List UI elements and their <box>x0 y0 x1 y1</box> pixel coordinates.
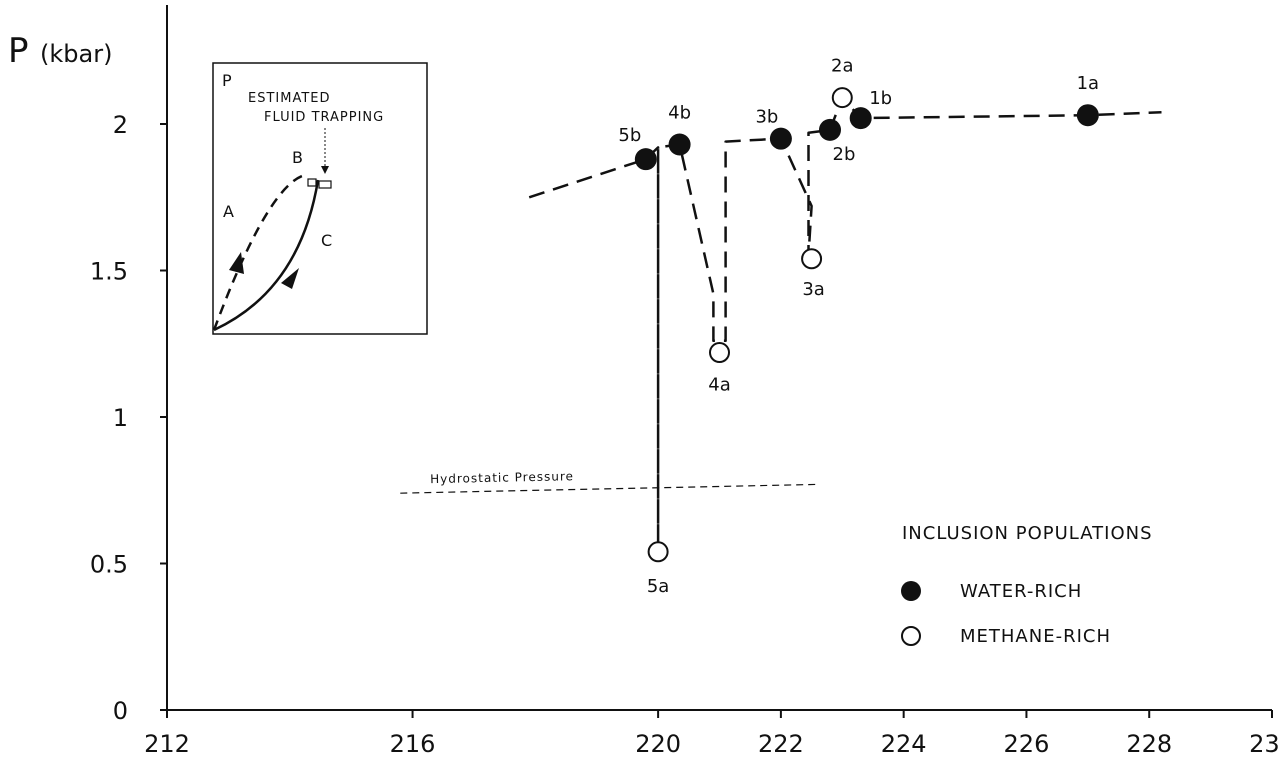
hydrostatic-line <box>400 483 818 494</box>
point-label-2a: 2a <box>831 56 853 77</box>
y-tick-label-3: 1.5 <box>90 258 128 286</box>
point-3b <box>769 127 792 150</box>
point-label-5b: 5b <box>618 125 641 146</box>
x-tick-label-1: 216 <box>390 730 436 758</box>
point-3a <box>801 248 823 270</box>
y-axis-label: P <box>8 31 29 71</box>
y-tick-label-0: 0 <box>113 697 128 725</box>
point-label-1a: 1a <box>1077 73 1099 94</box>
inset-frame <box>212 62 428 335</box>
inset-annotation-arrowhead <box>321 166 329 174</box>
legend-marker-water-rich <box>901 581 921 601</box>
legend-marker-methane-rich <box>901 626 921 646</box>
legend-label-methane-rich: METHANE-RICH <box>960 626 1111 647</box>
inset-trap-box-2 <box>318 180 332 189</box>
pressure-path <box>528 96 1162 551</box>
inset-label-a: A <box>223 202 234 221</box>
inset-arrow-c <box>281 268 299 289</box>
point-2b <box>819 118 841 141</box>
inset-arrow-a <box>229 252 244 274</box>
axis-ticks: 212 216 220 222 224 226 228 230 0 0.5 1 1.5 2 <box>90 111 1278 758</box>
point-label-5a: 5a <box>647 576 669 597</box>
point-2a <box>831 87 853 109</box>
point-4a <box>709 342 730 364</box>
x-tick-label-5: 226 <box>1004 730 1050 758</box>
point-label-1b: 1b <box>869 88 892 109</box>
inset-diagram: P ESTIMATED FLUID TRAPPING A B C <box>212 62 428 335</box>
pressure-path-line <box>528 96 1162 551</box>
y-tick-label-4: 2 <box>113 111 128 139</box>
point-label-3a: 3a <box>802 279 824 300</box>
x-tick-label-2: 220 <box>635 730 681 758</box>
point-5a <box>647 541 669 563</box>
x-tick-label-4: 224 <box>881 730 927 758</box>
inset-path-a <box>212 173 306 331</box>
y-axis-unit: (kbar) <box>40 40 112 68</box>
legend-title: INCLUSION POPULATIONS <box>902 523 1153 544</box>
point-label-2b: 2b <box>833 144 856 165</box>
inset-annotation-line1: ESTIMATED <box>248 91 331 106</box>
point-1a <box>1076 104 1099 127</box>
inset-label-c: C <box>321 231 332 250</box>
point-5b <box>634 148 657 171</box>
point-label-3b: 3b <box>755 107 778 128</box>
point-4b <box>668 133 691 156</box>
inset-path-c <box>213 179 320 332</box>
legend-label-water-rich: WATER-RICH <box>960 581 1082 602</box>
y-tick-label-2: 1 <box>113 404 128 432</box>
y-tick-label-1: 0.5 <box>90 551 128 579</box>
x-tick-label-7: 230 <box>1249 730 1278 758</box>
hydrostatic-label: Hydrostatic Pressure <box>430 469 574 486</box>
point-label-4a: 4a <box>708 375 730 396</box>
legend: INCLUSION POPULATIONS WATER-RICH METHANE… <box>901 523 1153 647</box>
point-label-4b: 4b <box>668 103 691 124</box>
data-points: 1a 1b 2b 3b 4b 5b 2a 3a 4a 5a <box>618 56 1099 597</box>
point-1b <box>849 107 872 130</box>
inset-axis-label: P <box>222 71 232 90</box>
x-tick-label-6: 228 <box>1126 730 1172 758</box>
x-tick-label-3: 222 <box>758 730 804 758</box>
inset-label-b: B <box>292 148 303 167</box>
hydrostatic-pressure: Hydrostatic Pressure <box>400 469 818 494</box>
x-tick-label-0: 212 <box>144 730 190 758</box>
inset-annotation-line2: FLUID TRAPPING <box>264 110 384 125</box>
inset-trap-box-1 <box>307 178 317 187</box>
